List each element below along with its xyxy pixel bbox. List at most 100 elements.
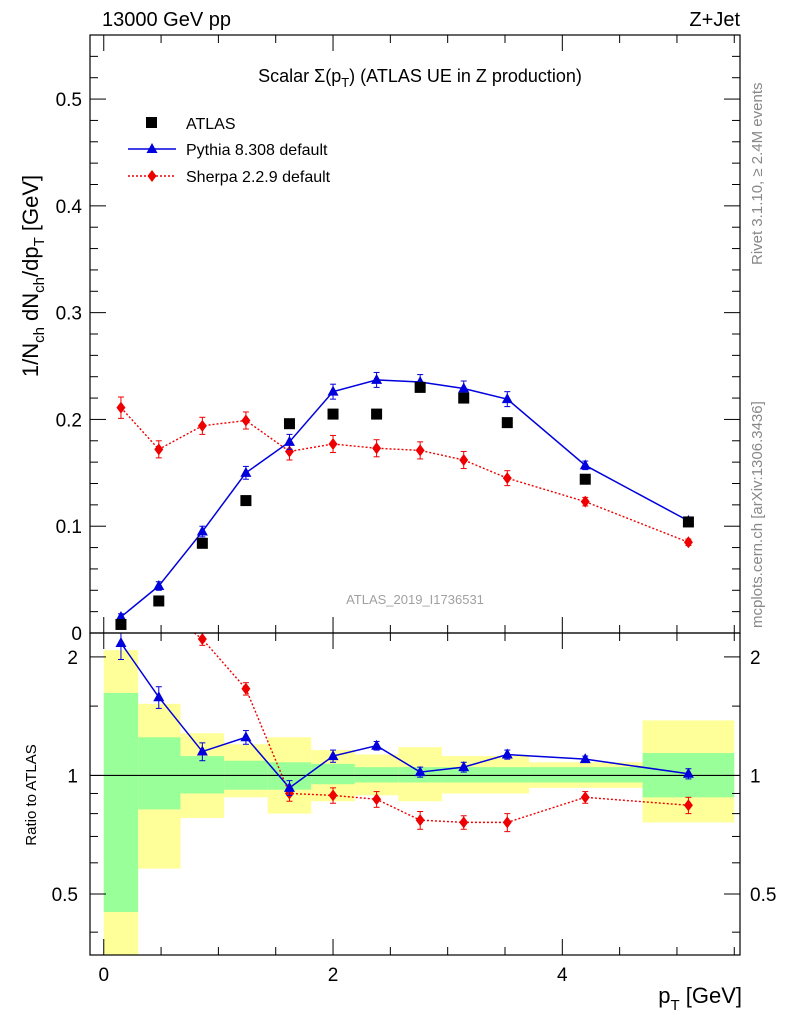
ratio-pythia-point — [414, 766, 426, 777]
mcplots-label: mcplots.cern.ch [arXiv:1306.3436] — [749, 401, 766, 628]
pythia-line — [120, 379, 689, 618]
main-y-tick-label: 0.2 — [56, 410, 82, 431]
pythia-point — [458, 382, 470, 393]
pythia-point — [579, 459, 591, 470]
atlas-point — [196, 537, 208, 549]
ratio-pythia-line — [120, 642, 689, 789]
legend-sherpa-label: Sherpa 2.2.9 default — [186, 169, 331, 186]
ratio-sherpa-point — [502, 816, 512, 829]
atlas-point — [327, 408, 339, 420]
ratio-pythia-point — [196, 745, 208, 756]
pythia-point — [371, 373, 383, 384]
main-series-layer — [115, 371, 694, 630]
ratio-pythia-point — [327, 750, 339, 761]
ratio-band-inner — [311, 763, 355, 785]
legend-pythia-marker — [146, 143, 158, 153]
ratio-pythia-point — [240, 731, 252, 742]
main-y-axis-label: 1/Nch dNch/dpT [GeV] — [18, 175, 48, 377]
ratio-y-tick-label-right: 2 — [750, 648, 761, 669]
atlas-point — [501, 417, 513, 429]
ratio-y-axis-label: Ratio to ATLAS — [23, 744, 40, 845]
ratio-pythia-point — [579, 753, 591, 764]
atlas-point — [283, 418, 295, 430]
ratio-y-tick-label-right: 1 — [750, 766, 761, 787]
header-left: 13000 GeV pp — [102, 9, 231, 31]
atlas-point — [579, 473, 591, 485]
ratio-uncertainty-bands — [103, 650, 735, 955]
ratio-y-tick-label: 1 — [67, 766, 78, 787]
main-y-tick-label: 0.1 — [56, 517, 82, 538]
ratio-y-tick-label: 2 — [67, 648, 78, 669]
sherpa-point — [683, 536, 693, 549]
pythia-point — [501, 393, 513, 404]
ratio-band-inner — [103, 692, 139, 913]
legend: ATLAS Pythia 8.308 default Sherpa 2.2.9 … — [128, 116, 331, 186]
sherpa-point — [502, 472, 512, 485]
pythia-point — [153, 580, 165, 591]
ratio-pythia-point — [458, 761, 470, 772]
ratio-pythia-point — [115, 636, 127, 647]
sherpa-point — [328, 437, 338, 450]
sherpa-point — [284, 445, 294, 458]
ratio-sherpa-point — [683, 799, 693, 812]
ratio-pythia-point — [371, 739, 383, 750]
ratio-pythia-point — [283, 781, 295, 792]
ratio-sherpa-point — [459, 816, 469, 829]
ratio-sherpa-point — [197, 633, 207, 646]
main-y-tick-label: 0.5 — [56, 90, 82, 111]
pythia-point — [327, 385, 339, 396]
atlas-point — [371, 408, 383, 420]
ratio-ticks: 0.5 0.5 1 1 2 2 0 2 4 — [52, 633, 776, 986]
sherpa-line — [120, 407, 689, 543]
main-y-tick-label: 0.3 — [56, 304, 82, 325]
sherpa-point — [415, 444, 425, 457]
ratio-y-tick-label-right: 0.5 — [750, 885, 776, 906]
x-axis-label: pT [GeV] — [658, 983, 742, 1014]
ratio-sherpa-point — [372, 793, 382, 806]
legend-pythia-label: Pythia 8.308 default — [186, 142, 328, 159]
atlas-point — [153, 595, 165, 607]
ratio-band-inner — [485, 767, 530, 783]
main-y-tick-label: 0 — [71, 624, 82, 645]
pythia-point — [240, 466, 252, 477]
ratio-band-inner — [138, 737, 181, 810]
legend-sherpa-marker — [147, 170, 157, 182]
main-title: Scalar Σ(pT) (ATLAS UE in Z production) — [258, 66, 582, 90]
pythia-point — [196, 525, 208, 536]
pythia-point — [283, 435, 295, 446]
atlas-point — [458, 392, 470, 404]
ratio-band-inner — [529, 767, 643, 783]
ratio-pythia-point — [682, 767, 694, 778]
header-right: Z+Jet — [689, 9, 740, 31]
sherpa-point — [372, 442, 382, 455]
analysis-watermark: ATLAS_2019_I1736531 — [346, 592, 484, 607]
ratio-band-inner — [441, 767, 486, 783]
ratio-y-tick-label: 0.5 — [52, 885, 78, 906]
legend-atlas-marker — [146, 117, 157, 128]
main-y-tick-label: 0.4 — [56, 197, 83, 218]
sherpa-point — [116, 401, 126, 414]
ratio-frame — [89, 632, 741, 956]
x-tick-label: 0 — [98, 965, 109, 986]
sherpa-point — [241, 414, 251, 427]
main-ticks: 0 0.1 0.2 0.3 0.4 0.5 — [56, 35, 740, 645]
sherpa-point — [154, 443, 164, 456]
ratio-band-inner — [180, 756, 225, 794]
ratio-series-layer — [115, 632, 694, 833]
ratio-band-inner — [354, 767, 399, 783]
ratio-sherpa-point — [241, 682, 251, 695]
pythia-point — [115, 610, 127, 621]
sherpa-point — [459, 454, 469, 467]
atlas-point — [115, 618, 127, 630]
rivet-label: Rivet 3.1.10, ≥ 2.4M events — [749, 83, 766, 266]
sherpa-point — [197, 419, 207, 432]
ratio-sherpa-point — [415, 814, 425, 827]
atlas-point — [240, 495, 252, 507]
sherpa-point — [580, 495, 590, 508]
atlas-point — [682, 516, 694, 528]
x-tick-label: 4 — [557, 965, 568, 986]
x-tick-label: 2 — [328, 965, 339, 986]
ratio-sherpa-point — [328, 789, 338, 802]
ratio-pythia-point — [153, 691, 165, 702]
